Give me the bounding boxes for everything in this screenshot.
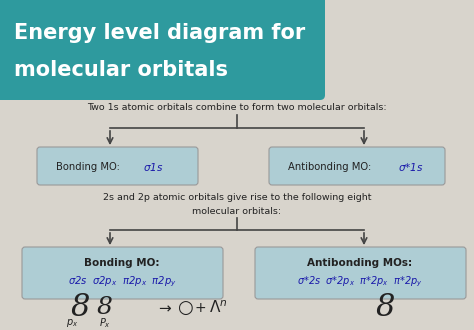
Text: Two 1s atomic orbitals combine to form two molecular orbitals:: Two 1s atomic orbitals combine to form t… xyxy=(87,104,387,113)
Text: molecular orbitals: molecular orbitals xyxy=(14,60,228,80)
Text: 8: 8 xyxy=(70,292,90,323)
Text: 2s and 2p atomic orbitals give rise to the following eight: 2s and 2p atomic orbitals give rise to t… xyxy=(103,193,371,203)
Text: $p_x$: $p_x$ xyxy=(66,317,78,329)
Text: $\rightarrow$: $\rightarrow$ xyxy=(156,301,173,315)
Text: Bonding MO:: Bonding MO: xyxy=(84,258,160,268)
FancyBboxPatch shape xyxy=(22,247,223,299)
Text: molecular orbitals:: molecular orbitals: xyxy=(192,207,282,215)
FancyBboxPatch shape xyxy=(37,147,198,185)
Text: $\sigma$2s  $\sigma$2p$_x$  $\pi$2p$_x$  $\pi$2p$_y$: $\sigma$2s $\sigma$2p$_x$ $\pi$2p$_x$ $\… xyxy=(67,275,176,289)
Text: 8: 8 xyxy=(375,292,395,323)
FancyBboxPatch shape xyxy=(0,0,325,100)
Text: $\bigcirc$: $\bigcirc$ xyxy=(177,299,193,317)
FancyBboxPatch shape xyxy=(269,147,445,185)
Text: $P_x$: $P_x$ xyxy=(99,316,111,330)
Text: +: + xyxy=(194,301,206,315)
Text: Bonding MO:: Bonding MO: xyxy=(56,162,123,172)
Text: Antibonding MO:: Antibonding MO: xyxy=(288,162,374,172)
Text: $\sigma$1s: $\sigma$1s xyxy=(143,161,164,173)
Text: $\sigma$*2s  $\sigma$*2p$_x$  $\pi$*2p$_x$  $\pi$*2p$_y$: $\sigma$*2s $\sigma$*2p$_x$ $\pi$*2p$_x$… xyxy=(297,275,423,289)
Text: Antibonding MOs:: Antibonding MOs: xyxy=(308,258,412,268)
Text: $\sigma$*1s: $\sigma$*1s xyxy=(398,161,424,173)
FancyBboxPatch shape xyxy=(255,247,466,299)
Text: $\Lambda^n$: $\Lambda^n$ xyxy=(209,300,228,316)
Text: 8: 8 xyxy=(97,296,113,319)
Text: Energy level diagram for: Energy level diagram for xyxy=(14,23,305,43)
